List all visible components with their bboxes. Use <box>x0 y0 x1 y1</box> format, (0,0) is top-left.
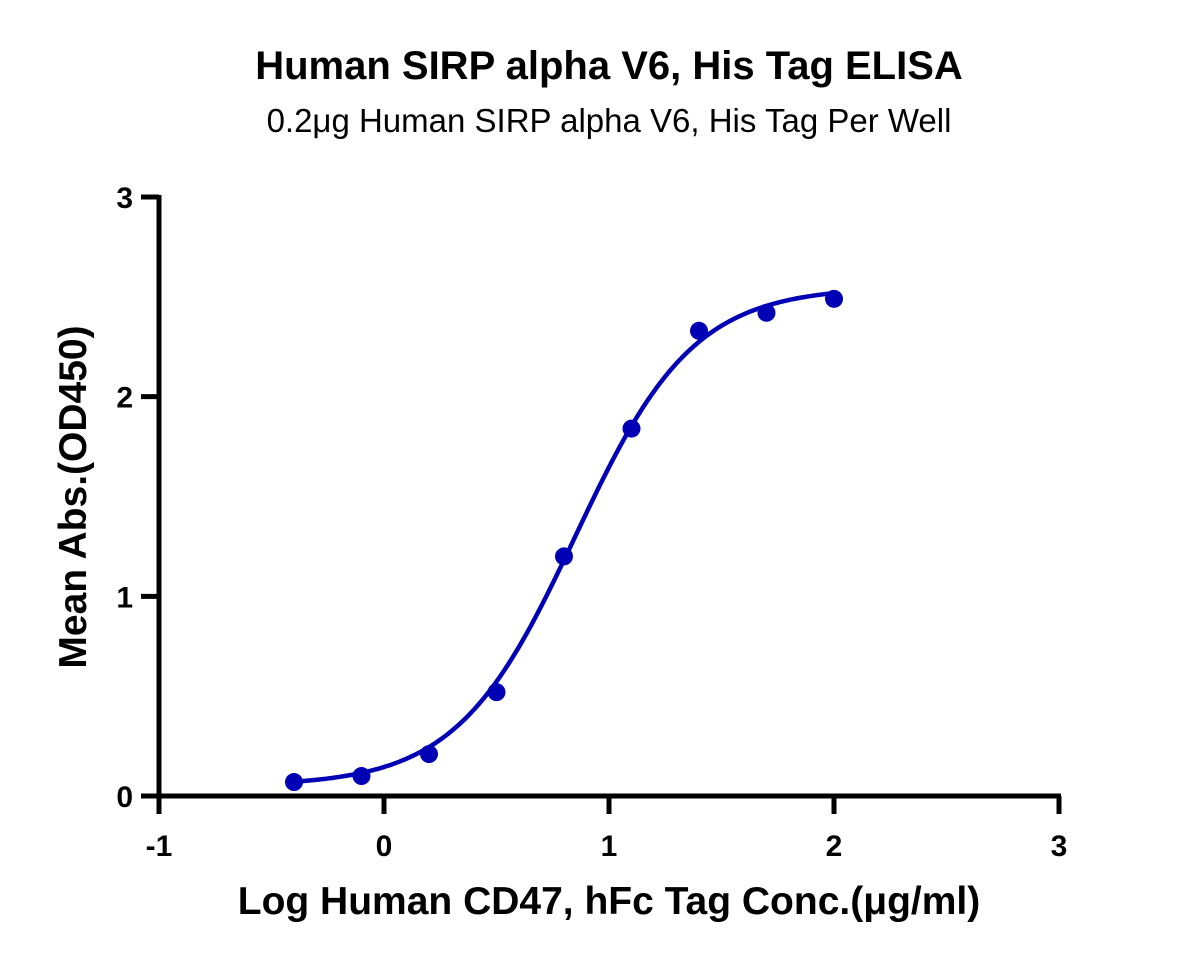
x-tick-label: 0 <box>376 830 393 863</box>
data-point <box>487 683 506 702</box>
chart-title: Human SIRP alpha V6, His Tag ELISA <box>255 44 963 88</box>
data-points <box>285 289 843 792</box>
y-tick-label: 0 <box>116 781 133 814</box>
fit-curve-line <box>291 290 837 784</box>
data-point <box>555 547 573 566</box>
x-tick-label: 1 <box>601 830 618 863</box>
data-point <box>352 767 371 786</box>
y-tick-label: 2 <box>116 382 133 415</box>
y-tick-label: 1 <box>116 581 133 614</box>
data-point <box>622 419 641 438</box>
fit-curve <box>291 290 837 784</box>
data-point <box>690 321 708 340</box>
data-point <box>825 289 843 308</box>
x-tick-label: -1 <box>146 830 173 863</box>
x-axis-title: Log Human CD47, hFc Tag Conc.(μg/ml) <box>238 880 981 923</box>
x-tick-label: 2 <box>826 830 843 863</box>
data-point <box>757 303 776 322</box>
x-tick-label: 3 <box>1051 830 1068 863</box>
data-point <box>285 773 303 792</box>
chart-subtitle: 0.2μg Human SIRP alpha V6, His Tag Per W… <box>266 102 952 139</box>
axes: 0 1 2 3 -1 0 1 2 3 <box>116 182 1067 863</box>
data-point <box>420 745 438 764</box>
y-tick-label: 3 <box>116 182 133 215</box>
y-axis-title: Mean Abs.(OD450) <box>52 325 95 668</box>
